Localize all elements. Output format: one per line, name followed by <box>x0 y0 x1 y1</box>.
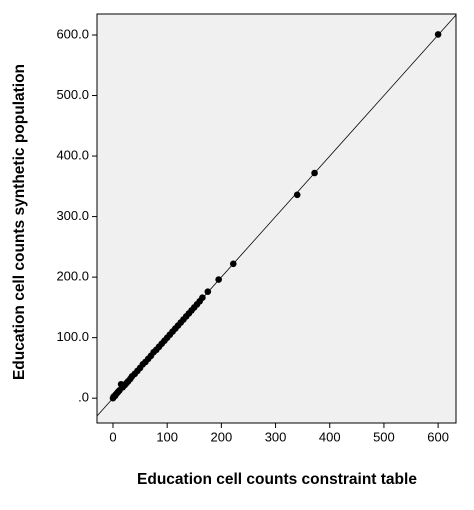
y-tick-label: 200.0 <box>56 269 89 284</box>
x-tick-label: 600 <box>427 429 449 444</box>
point <box>204 288 212 295</box>
y-tick-label: 500.0 <box>56 87 89 102</box>
y-tick-label: 600.0 <box>56 26 89 41</box>
point <box>215 276 222 283</box>
y-axis-title: Education cell counts synthetic populati… <box>11 64 28 380</box>
x-tick-label: 300 <box>265 429 287 444</box>
x-tick-label: 500 <box>373 429 395 444</box>
point <box>434 31 442 38</box>
point <box>229 260 237 268</box>
x-tick-label: 100 <box>156 429 178 444</box>
point <box>199 294 206 302</box>
point <box>311 169 318 177</box>
x-tick-label: 400 <box>319 429 341 444</box>
y-tick-label: 400.0 <box>56 148 89 163</box>
y-tick-label: 300.0 <box>56 208 89 223</box>
x-tick-label: 0 <box>109 429 116 444</box>
y-tick-label: 100.0 <box>56 329 89 344</box>
x-tick-label: 200 <box>211 429 233 444</box>
x-axis-title: Education cell counts constraint table <box>137 471 417 488</box>
point <box>293 191 301 199</box>
y-tick-label: .0 <box>78 390 89 405</box>
